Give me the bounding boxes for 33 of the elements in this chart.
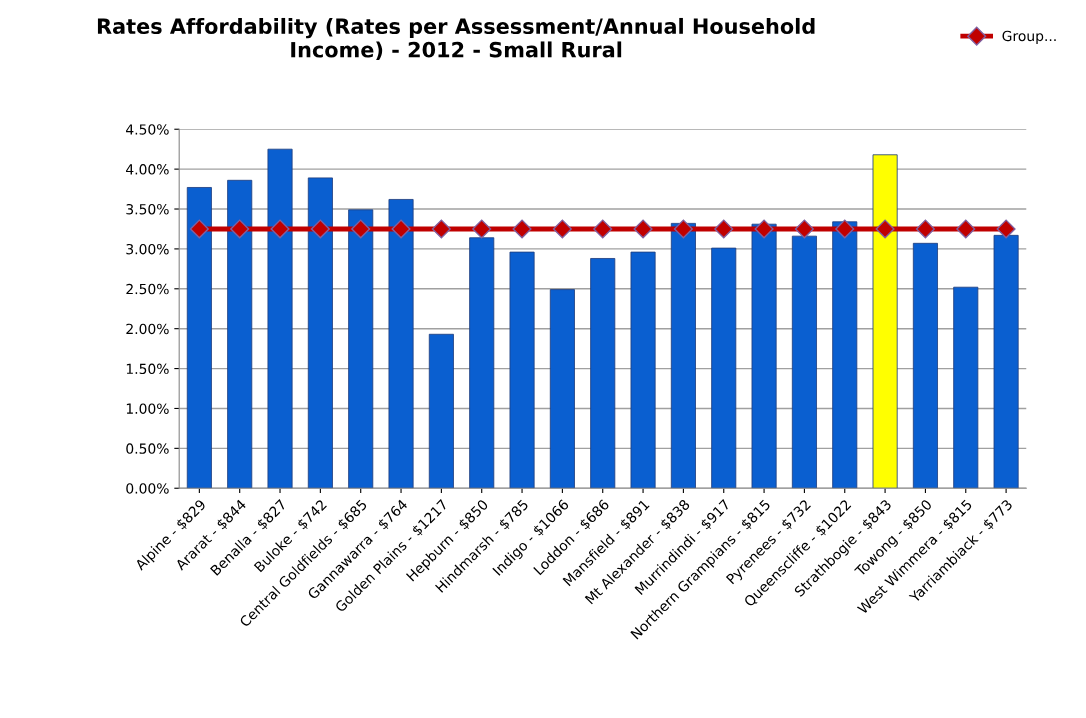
bar	[388, 199, 414, 489]
y-tick-label: 1.00%	[126, 403, 169, 414]
bar	[711, 247, 737, 489]
bar	[469, 237, 495, 489]
bar	[791, 235, 817, 489]
bar	[993, 234, 1019, 489]
y-tick-label: 0.00%	[126, 483, 169, 494]
bar	[832, 221, 858, 489]
bar	[872, 154, 898, 489]
chart-title: Rates Affordability (Rates per Assessment/Annual Household Income) - 2012 - Small Rural	[97, 17, 815, 61]
bar	[428, 333, 454, 489]
y-tick-label: 3.00%	[126, 243, 169, 255]
bar	[348, 209, 374, 489]
bar	[307, 177, 333, 489]
y-tick-label: 0.50%	[126, 443, 169, 454]
y-tick-label: 1.50%	[126, 363, 169, 375]
bar	[549, 289, 575, 489]
bar	[590, 258, 616, 489]
y-tick-label: 3.50%	[126, 203, 169, 215]
bar	[912, 242, 938, 489]
bar	[670, 222, 696, 489]
bar	[630, 251, 656, 489]
bar	[953, 286, 979, 489]
y-tick-label: 2.00%	[126, 323, 169, 335]
bar	[227, 179, 253, 489]
bar	[751, 223, 777, 489]
legend-label: Group...	[1002, 30, 1056, 44]
y-tick-label: 4.50%	[126, 124, 169, 135]
bar	[267, 148, 293, 489]
bar	[509, 251, 535, 489]
y-tick-label: 2.50%	[126, 283, 169, 295]
bar	[186, 187, 212, 489]
y-tick-label: 4.00%	[126, 164, 169, 175]
